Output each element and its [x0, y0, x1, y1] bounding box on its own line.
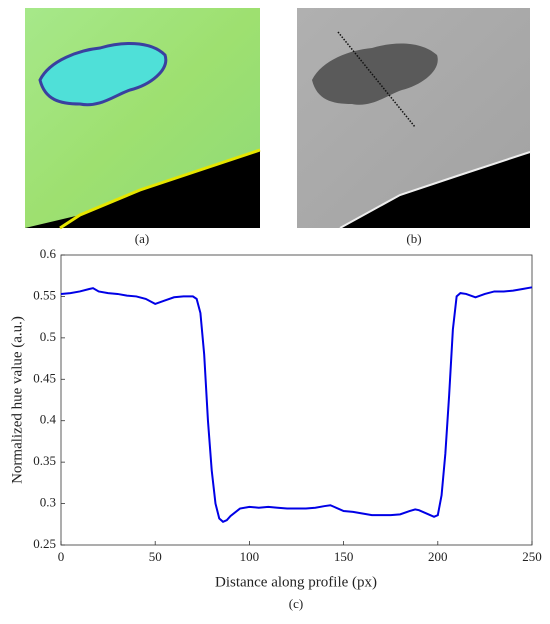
y-axis-label: Normalized hue value (a.u.): [9, 316, 25, 484]
y-tick-label: 0.4: [40, 412, 57, 427]
x-tick-label: 200: [428, 549, 448, 564]
plot-frame: [60, 254, 533, 546]
x-tick-label: 100: [240, 549, 260, 564]
x-axis-label: Distance along profile (px): [215, 574, 377, 590]
y-tick-label: 0.45: [33, 370, 56, 385]
y-tick-label: 0.25: [33, 536, 56, 551]
y-tick-label: 0.35: [33, 453, 56, 468]
line-series: [60, 286, 533, 523]
x-tick-label: 250: [522, 549, 542, 564]
y-tick-label: 0.5: [40, 329, 56, 344]
x-tick-label: 0: [58, 549, 65, 564]
y-tick-label: 0.6: [40, 246, 57, 261]
image-b: [297, 8, 531, 229]
caption: (c): [289, 596, 303, 611]
panel-label: (a): [135, 231, 149, 246]
y-tick-label: 0.55: [33, 287, 56, 302]
x-tick-label: 50: [149, 549, 162, 564]
panel-label: (b): [406, 231, 421, 246]
x-tick-label: 150: [334, 549, 354, 564]
image-a: [25, 8, 261, 230]
y-tick-label: 0.3: [40, 495, 56, 510]
